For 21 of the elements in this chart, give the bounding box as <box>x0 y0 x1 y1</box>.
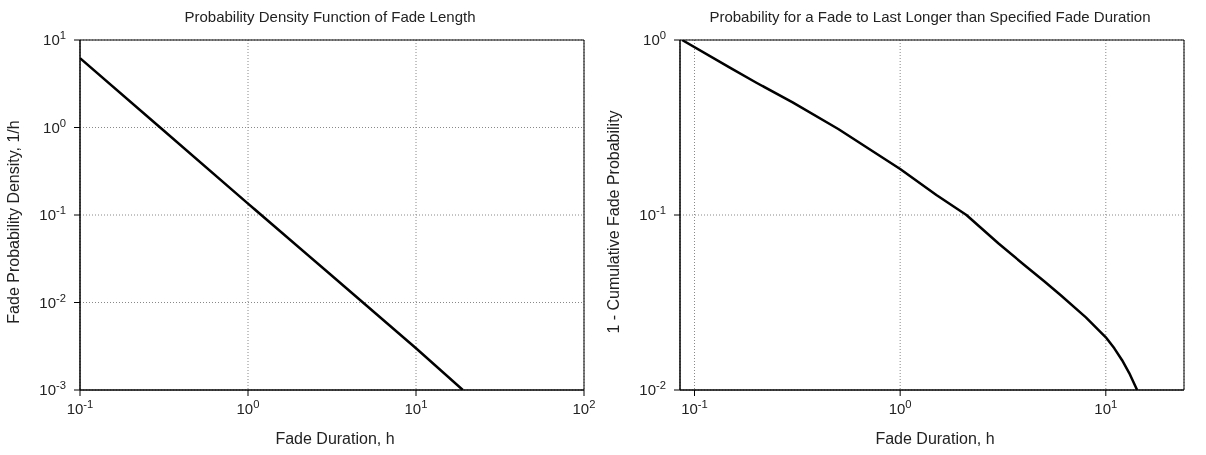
y-axis-title: 1 - Cumulative Fade Probability <box>605 110 623 334</box>
y-tick-label: 10$^{-1}$ <box>639 204 666 223</box>
x-tick-label: 10$^{2}$ <box>572 398 596 417</box>
y-tick-label: 10$^{1}$ <box>43 29 66 48</box>
y-tick-label: 10$^{-1}$ <box>39 204 66 223</box>
y-axis-title: Fade Probability Density, 1/h <box>5 120 23 324</box>
x-tick-label: 10$^{0}$ <box>236 398 260 417</box>
y-tick-label: 10$^{-3}$ <box>39 379 66 398</box>
x-tick-label: 10$^{1}$ <box>404 398 428 417</box>
x-tick-label: 10$^{1}$ <box>1094 398 1118 417</box>
y-tick-label: 10$^{0}$ <box>643 29 666 48</box>
x-axis-title: Fade Duration, h <box>274 430 396 448</box>
chart-title: Probability for a Fade to Last Longer than Specified Fade Duration <box>708 8 1152 25</box>
chart-title: Probability Density Function of Fade Length <box>183 8 477 25</box>
x-tick-label: 10$^{-1}$ <box>66 398 94 417</box>
y-tick-label: 10$^{-2}$ <box>639 379 666 398</box>
x-tick-label: 10$^{-1}$ <box>681 398 708 417</box>
y-tick-label: 10$^{0}$ <box>43 116 66 136</box>
x-tick-label: 10$^{0}$ <box>888 398 912 417</box>
y-tick-label: 10$^{-2}$ <box>39 291 66 311</box>
x-axis-title: Fade Duration, h <box>874 430 996 448</box>
